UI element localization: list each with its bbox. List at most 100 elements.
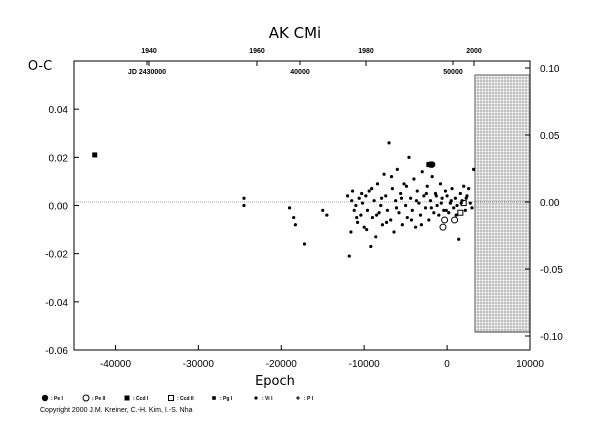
data-point [394,199,398,203]
year-tick-label: 1940 [141,48,157,55]
x-tick-label: -20000 [266,359,298,370]
data-point [442,208,446,212]
data-point [287,206,292,210]
data-point [387,141,391,145]
data-point [452,206,456,210]
chart-title: AK CMi [269,24,321,42]
legend-item: : Vi I [254,396,273,402]
data-point [435,203,439,208]
data-point [365,227,369,232]
data-point [457,209,464,216]
data-point [362,225,366,229]
data-point [242,203,246,208]
jd-tick-label: JD 2430000 [128,69,166,76]
year-tick-label: 1960 [249,48,265,55]
data-point [440,196,444,200]
data-point [429,206,433,210]
data-point [392,230,396,234]
data-point [450,187,454,191]
data-point [375,213,379,217]
legend-item: : Ccd II [168,395,194,402]
legend-label: : Pe I [51,396,64,402]
y-axis-title: O-C [28,59,52,74]
data-point [375,182,380,186]
data-point [463,208,467,212]
legend-marker [82,394,90,402]
data-point [426,162,432,168]
data-point [439,223,447,231]
legend-label: : Ccd I [133,396,149,402]
data-point [404,203,408,208]
x-tick-label: -30000 [183,359,215,370]
data-point [302,242,307,246]
data-point [355,220,360,224]
jd-tick-label: 50000 [443,69,463,76]
data-point [389,218,393,222]
data-point [417,201,421,205]
data-point [407,155,411,159]
data-point [382,172,386,176]
legend-marker [41,394,49,402]
data-point [462,184,466,188]
jd-tick-label: 40000 [290,69,310,76]
data-point [377,211,381,215]
right-tick-label: -0.05 [540,265,563,276]
x-tick-label: 10000 [516,359,544,370]
data-point [321,208,325,212]
data-point [432,211,436,215]
legend-marker [254,396,258,400]
data-point [352,208,356,212]
data-point [412,177,416,181]
hatched-region [474,74,531,333]
hatch-border [474,74,531,333]
data-point [404,184,409,188]
data-point [427,218,431,222]
data-point [458,191,462,196]
data-point [349,230,353,234]
data-point [92,152,98,158]
data-point [453,196,457,200]
legend-label: : Pg I [220,396,233,402]
year-tick-label: 1980 [358,48,374,55]
data-point [409,218,414,222]
data-point [438,182,443,186]
legend-item: : P I [296,396,314,402]
data-point [370,215,375,220]
data-point [293,223,297,227]
data-point [395,167,399,171]
data-point [397,211,401,215]
y-tick-label: 0.00 [49,202,69,213]
right-tick-label: 0.05 [540,131,560,142]
data-point [374,235,378,239]
data-point [402,182,406,186]
data-point [430,175,434,179]
y-tick-label: -0.04 [45,298,68,309]
data-point [422,194,426,198]
y-tick-label: -0.06 [45,346,68,357]
data-point [467,187,471,191]
data-point [347,254,351,258]
data-point [384,220,389,224]
data-point [464,196,468,200]
data-point [384,194,388,198]
data-point [441,216,449,224]
data-point [449,199,453,203]
data-point [468,201,472,205]
data-point [360,201,365,205]
data-point [292,215,296,220]
legend-marker [124,395,130,401]
legend-item: : Pg I [212,396,233,402]
data-point [399,196,404,200]
data-point [455,203,459,208]
data-point [365,208,370,212]
data-point [454,213,458,217]
data-point [350,189,355,193]
legend-item: : Pe II [82,394,106,402]
right-tick-label: 0.00 [540,198,560,209]
legend-label: : Vi I [262,396,273,402]
data-point [419,223,423,227]
data-point [420,170,424,174]
x-axis-title: Epoch [255,374,295,389]
legend-marker [168,395,174,401]
legend-label: : P I [304,396,314,402]
